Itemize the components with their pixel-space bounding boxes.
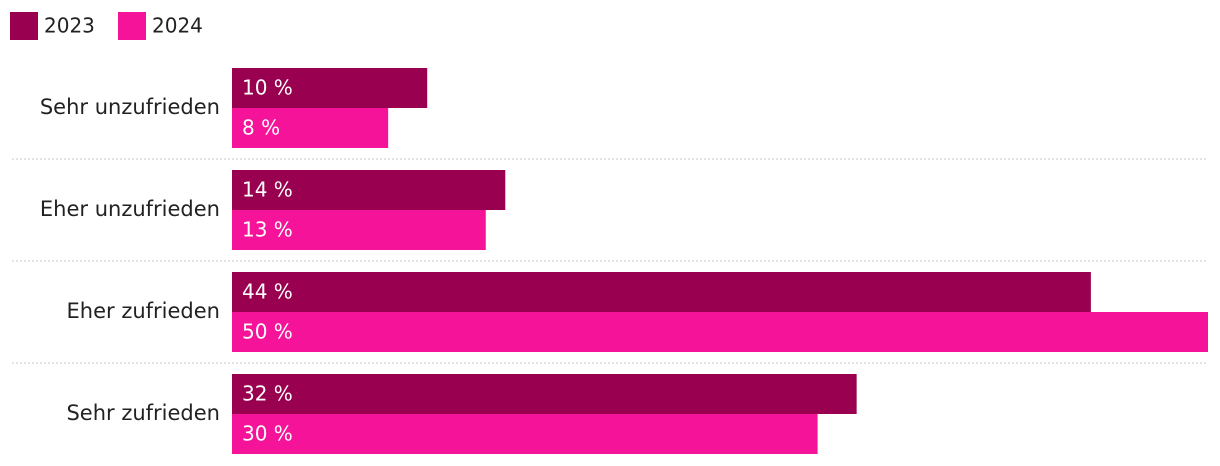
legend-swatch bbox=[118, 12, 146, 40]
legend-swatch bbox=[10, 12, 38, 40]
value-label: 14 % bbox=[242, 178, 293, 202]
bar bbox=[232, 312, 1208, 352]
bar bbox=[232, 68, 428, 108]
value-label: 10 % bbox=[242, 76, 293, 100]
bar bbox=[232, 108, 389, 148]
value-label: 8 % bbox=[242, 116, 280, 140]
bar bbox=[232, 414, 818, 454]
value-label: 30 % bbox=[242, 422, 293, 446]
category-label: Eher zufrieden bbox=[67, 299, 220, 323]
value-label: 13 % bbox=[242, 218, 293, 242]
value-label: 44 % bbox=[242, 280, 293, 304]
bar bbox=[232, 374, 857, 414]
category-label: Sehr unzufrieden bbox=[40, 95, 220, 119]
value-label: 50 % bbox=[242, 320, 293, 344]
bar bbox=[232, 272, 1091, 312]
bar bbox=[232, 170, 506, 210]
legend-label: 2024 bbox=[152, 14, 203, 38]
value-label: 32 % bbox=[242, 382, 293, 406]
legend-label: 2023 bbox=[44, 14, 95, 38]
bar bbox=[232, 210, 486, 250]
category-label: Eher unzufrieden bbox=[40, 197, 220, 221]
category-label: Sehr zufrieden bbox=[66, 401, 220, 425]
